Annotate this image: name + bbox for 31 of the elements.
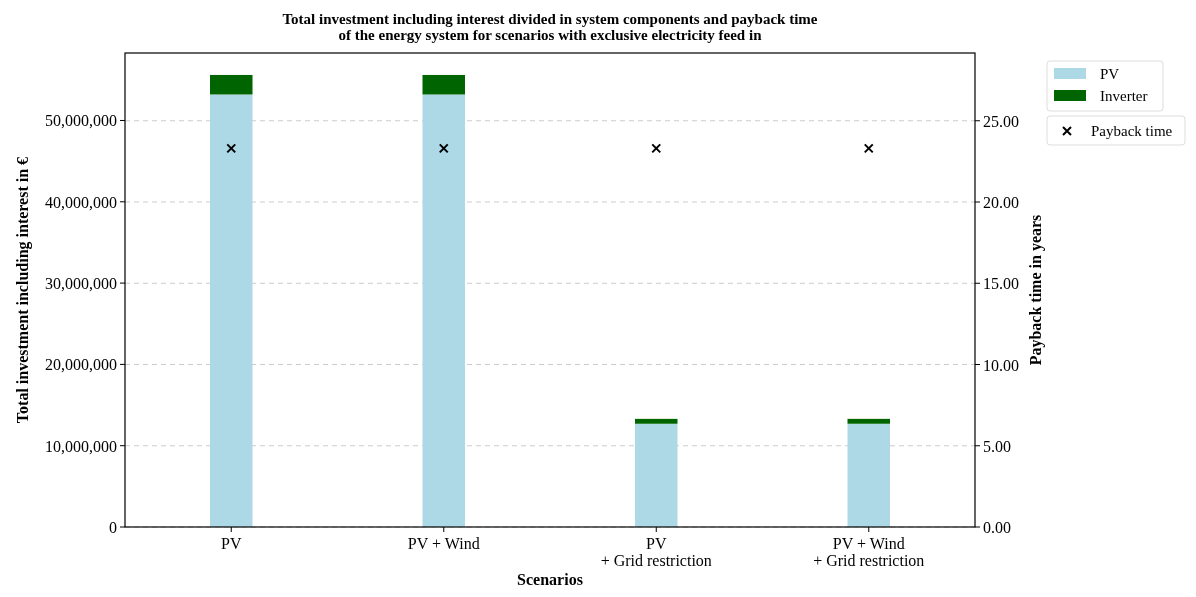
y2-tick-label: 15.00 (983, 275, 1019, 293)
y2-tick-label: 20.00 (983, 194, 1019, 212)
bar (422, 74, 465, 95)
y-tick-label: 0 (109, 519, 117, 536)
y-tick-label: 40,000,000 (45, 193, 117, 211)
y2-tick-label: 10.00 (983, 356, 1019, 374)
bar (422, 94, 465, 527)
y2-tick-label: 0.00 (983, 519, 1011, 536)
bar (210, 74, 253, 95)
y-tick-label: 10,000,000 (45, 437, 117, 455)
x-tick-label: PV (221, 535, 242, 552)
legend-label: PV (1100, 66, 1120, 82)
x-tick-label: PV + Wind + Grid restriction (813, 535, 925, 569)
y2-axis-title: Payback time in years (1027, 214, 1045, 366)
bar (847, 423, 890, 527)
bar (635, 423, 678, 527)
chart-title: Total investment including interest divided in system components and payback time of the energy system for scenarios with exclusive electricity feed in (282, 11, 818, 43)
x-tick-label: PV + Grid restriction (600, 535, 712, 569)
y-tick-label: 20,000,000 (45, 356, 117, 374)
legend-label: Inverter (1100, 88, 1148, 104)
bar (210, 94, 253, 527)
bar (635, 418, 678, 424)
bar (847, 418, 890, 424)
x-axis-title: Scenarios (517, 571, 583, 588)
y-axis-title: Total investment including interest in € (14, 156, 32, 424)
legend-label: Payback time (1091, 123, 1173, 139)
y-tick-label: 30,000,000 (45, 275, 117, 293)
y2-tick-label: 25.00 (983, 112, 1019, 130)
x-tick-label: PV + Wind (407, 535, 480, 552)
y-tick-label: 50,000,000 (45, 112, 117, 130)
y2-tick-label: 5.00 (983, 437, 1011, 455)
